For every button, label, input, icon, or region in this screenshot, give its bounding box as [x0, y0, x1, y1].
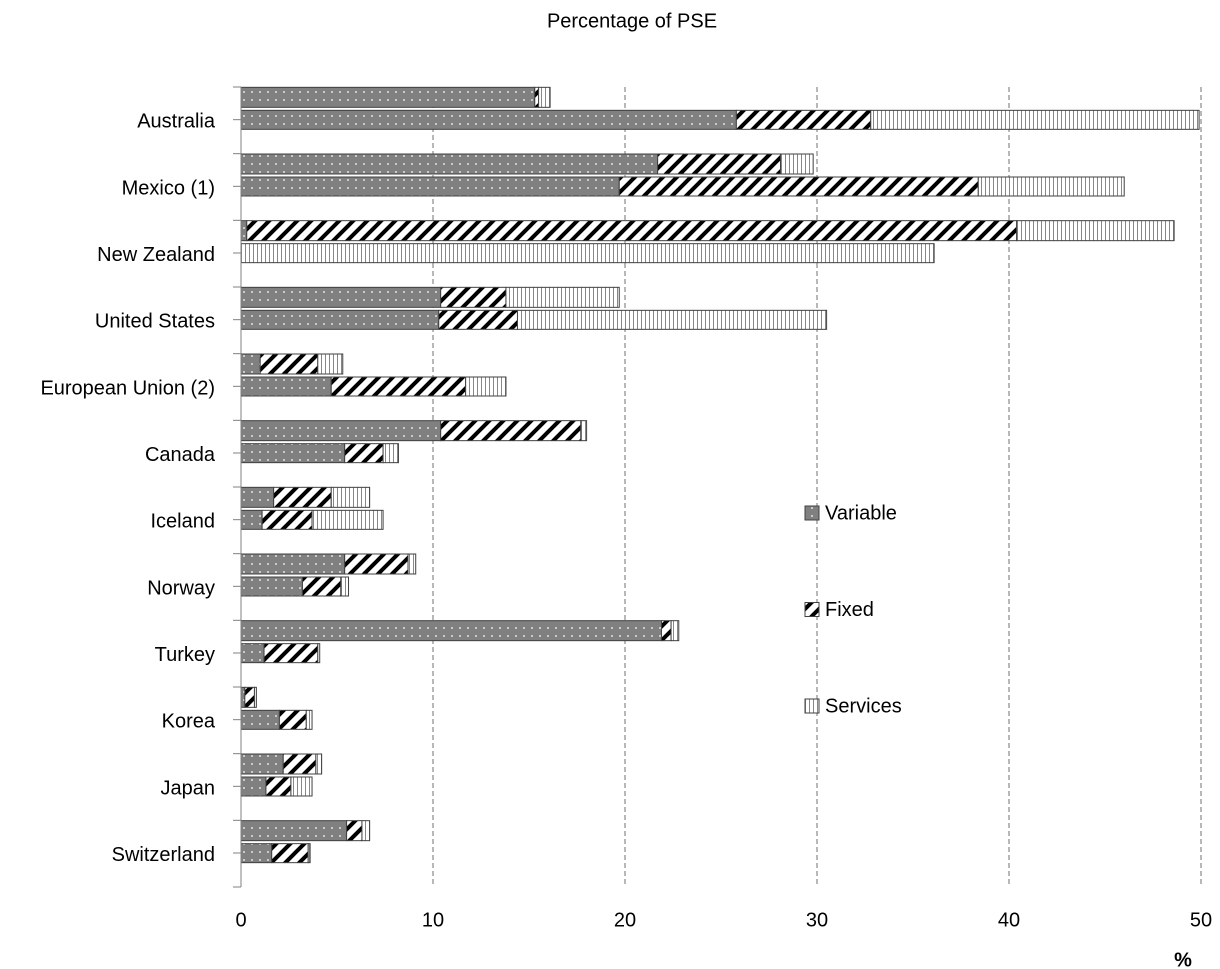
bar-segment: [618, 176, 979, 197]
y-tick-label: European Union (2): [40, 377, 215, 399]
bar-segment: [240, 443, 346, 464]
bar-segment: [735, 109, 872, 130]
legend-label: Fixed: [825, 599, 874, 621]
bar-segment: [253, 686, 257, 708]
bar-segment: [246, 220, 1018, 242]
bar-segment: [263, 643, 319, 664]
y-tick-label: Korea: [162, 711, 216, 733]
bar-segment: [440, 286, 507, 308]
bar-segment: [670, 620, 680, 642]
bar-segment: [240, 309, 440, 330]
bar-segment: [340, 576, 350, 597]
bar-segment: [382, 443, 399, 464]
legend-swatch: [804, 505, 820, 521]
bar-segment: [780, 153, 814, 175]
bar-segment: [346, 820, 363, 842]
bar-segment: [259, 353, 319, 375]
bar-segment: [660, 620, 672, 642]
bar-segment: [278, 709, 307, 730]
bar-segment: [516, 309, 828, 330]
bar-segment: [240, 843, 273, 864]
legend-swatch: [804, 698, 820, 714]
bar-segment: [538, 86, 551, 108]
bar-segment: [265, 776, 292, 797]
bar-segment: [240, 776, 267, 797]
bar-segment: [240, 553, 346, 575]
bar-segment: [240, 286, 442, 308]
bar-segment: [870, 109, 1200, 130]
x-tick-label: 0: [235, 909, 246, 931]
legend-label: Variable: [825, 502, 897, 524]
x-tick-label: 40: [998, 909, 1020, 931]
bar-segment: [240, 220, 248, 242]
legend-label: Services: [825, 695, 902, 717]
y-tick-label: Turkey: [155, 644, 215, 666]
bar-segment: [534, 86, 540, 108]
x-tick-label: 50: [1190, 909, 1212, 931]
bar-segment: [271, 843, 309, 864]
bar-segment: [261, 509, 313, 530]
bar-segment: [657, 153, 782, 175]
bar-segment: [240, 243, 935, 264]
bar-segment: [244, 686, 255, 708]
bar-segment: [240, 86, 536, 108]
bar-segment: [315, 753, 323, 775]
x-axis-label: %: [1174, 949, 1192, 969]
bar-segment: [240, 376, 332, 397]
bar-segment: [240, 153, 659, 175]
bar-segment: [361, 820, 371, 842]
y-tick-label: Japan: [161, 777, 216, 799]
bar-segment: [305, 709, 313, 730]
bar-segment: [240, 353, 261, 375]
bar-segment: [240, 686, 246, 708]
bar-segment: [580, 420, 588, 442]
bar-segment: [330, 486, 371, 508]
legend-swatch: [804, 602, 820, 617]
bar-segment: [240, 709, 280, 730]
y-tick-label: Canada: [145, 444, 216, 466]
chart-title: Percentage of PSE: [547, 10, 717, 32]
bar-segment: [311, 509, 384, 530]
bar-segment: [240, 509, 263, 530]
y-tick-label: United States: [95, 311, 215, 333]
bar-segment: [240, 643, 265, 664]
bar-segment: [240, 420, 442, 442]
bar-segment: [465, 376, 507, 397]
bar-segment: [330, 376, 467, 397]
bar-segment: [240, 486, 275, 508]
bar-segment: [240, 620, 662, 642]
y-tick-label: New Zealand: [97, 244, 215, 266]
y-tick-label: Mexico (1): [122, 177, 215, 199]
bar-segment: [440, 420, 582, 442]
bar-segment: [301, 576, 342, 597]
bar-segment: [307, 843, 311, 864]
bar-segment: [505, 286, 620, 308]
y-tick-label: Norway: [147, 577, 215, 599]
bar-segment: [282, 753, 317, 775]
y-tick-label: Iceland: [151, 511, 216, 533]
bar-segment: [240, 753, 284, 775]
bar-segment: [344, 553, 409, 575]
bar-segment: [317, 643, 321, 664]
bar-segment: [240, 576, 303, 597]
y-tick-label: Switzerland: [112, 844, 215, 866]
bar-segment: [977, 176, 1125, 197]
bar-segment: [344, 443, 384, 464]
bar-segment: [240, 820, 348, 842]
x-tick-label: 30: [806, 909, 828, 931]
bar-segment: [240, 109, 737, 130]
bar-segment: [1016, 220, 1175, 242]
x-tick-label: 20: [614, 909, 636, 931]
bar-segment: [317, 353, 344, 375]
bar-segment: [273, 486, 332, 508]
bar-segment: [407, 553, 417, 575]
bar-segment: [290, 776, 313, 797]
bar-segment: [438, 309, 518, 330]
bar-segment: [240, 176, 620, 197]
y-tick-label: Australia: [137, 111, 216, 133]
x-tick-label: 10: [422, 909, 444, 931]
